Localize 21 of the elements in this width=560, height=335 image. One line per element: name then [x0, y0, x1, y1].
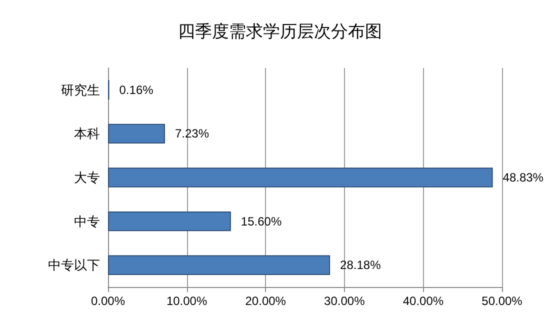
bar: [108, 211, 231, 232]
x-tick-label: 10.00%: [166, 294, 208, 308]
x-tick-label: 40.00%: [402, 294, 444, 308]
y-tick-label: 中专: [74, 214, 100, 229]
y-tick-label: 研究生: [61, 82, 100, 98]
y-tick-label: 大专: [74, 170, 100, 185]
data-label: 15.60%: [240, 214, 282, 228]
bar: [108, 255, 330, 275]
data-label: 7.23%: [174, 126, 210, 141]
y-tick-label: 中专以下: [48, 258, 100, 273]
y-tick-label: 本科: [74, 126, 100, 142]
chart-title: 四季度需求学历层次分布图: [178, 22, 382, 41]
data-label: 48.83%: [502, 170, 544, 184]
data-label: 28.18%: [340, 258, 382, 272]
data-label: 0.16%: [119, 82, 154, 97]
bar: [108, 124, 165, 144]
bar: [108, 168, 493, 188]
x-tick-label: 20.00%: [245, 294, 286, 308]
x-tick-label: 30.00%: [324, 294, 366, 308]
x-tick-label: 0.00%: [90, 294, 126, 308]
x-tick-label: 50.00%: [482, 294, 523, 308]
